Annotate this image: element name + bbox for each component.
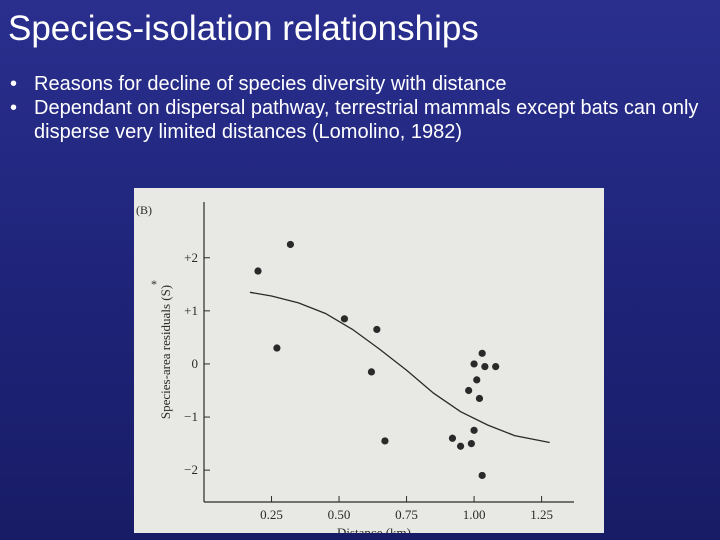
bullet-text: Dependant on dispersal pathway, terrestr…: [34, 97, 699, 143]
bullet-item: • Reasons for decline of species diversi…: [10, 72, 710, 96]
data-point: [340, 315, 349, 323]
data-point: [492, 363, 500, 371]
data-point: [467, 439, 475, 448]
bullet-item: • Dependant on dispersal pathway, terres…: [10, 96, 710, 144]
y-tick-label: −1: [184, 409, 198, 424]
figure-scan: +2 +1 0 −1 −2 0.25 0.50 0.75 1.00 1.25 Distance (k…: [134, 188, 604, 533]
y-tick-label: −2: [184, 462, 198, 477]
x-tick-label: 0.50: [328, 507, 351, 522]
data-point: [481, 363, 489, 371]
data-point: [470, 426, 478, 434]
data-point: [478, 349, 486, 357]
y-axis-label-marker: *: [151, 277, 157, 291]
y-axis-label: Species-area residuals (S): [158, 285, 173, 419]
bullet-text: Reasons for decline of species diversity…: [34, 73, 507, 95]
x-tick-label: 1.25: [530, 507, 553, 522]
data-point: [373, 325, 381, 334]
panel-label: (B): [136, 203, 152, 217]
y-tick-label: +2: [184, 250, 198, 265]
data-point: [254, 267, 262, 275]
data-point: [367, 368, 376, 376]
scatter-chart: +2 +1 0 −1 −2 0.25 0.50 0.75 1.00 1.25 Distance (k…: [136, 202, 574, 533]
data-point: [475, 394, 484, 403]
data-point: [473, 376, 481, 384]
x-tick-label: 1.00: [463, 507, 486, 522]
y-tick-label: 0: [192, 356, 199, 371]
bullet-list: • Reasons for decline of species diversi…: [10, 72, 710, 144]
x-axis-label: Distance (km): [337, 525, 411, 533]
fit-curve: [249, 291, 550, 444]
x-tick-label: 0.75: [395, 507, 418, 522]
data-point: [456, 442, 465, 450]
x-tick-label: 0.25: [260, 507, 283, 522]
data-point: [448, 434, 457, 442]
data-point: [478, 471, 486, 480]
slide-title: Species-isolation relationships: [8, 9, 479, 48]
data-point: [465, 386, 473, 395]
data-point: [381, 437, 389, 445]
bullet-marker: •: [10, 97, 18, 119]
data-point: [470, 360, 478, 368]
data-point: [273, 344, 281, 352]
bullet-marker: •: [10, 73, 18, 95]
data-point: [286, 240, 295, 249]
y-tick-label: +1: [184, 303, 198, 318]
